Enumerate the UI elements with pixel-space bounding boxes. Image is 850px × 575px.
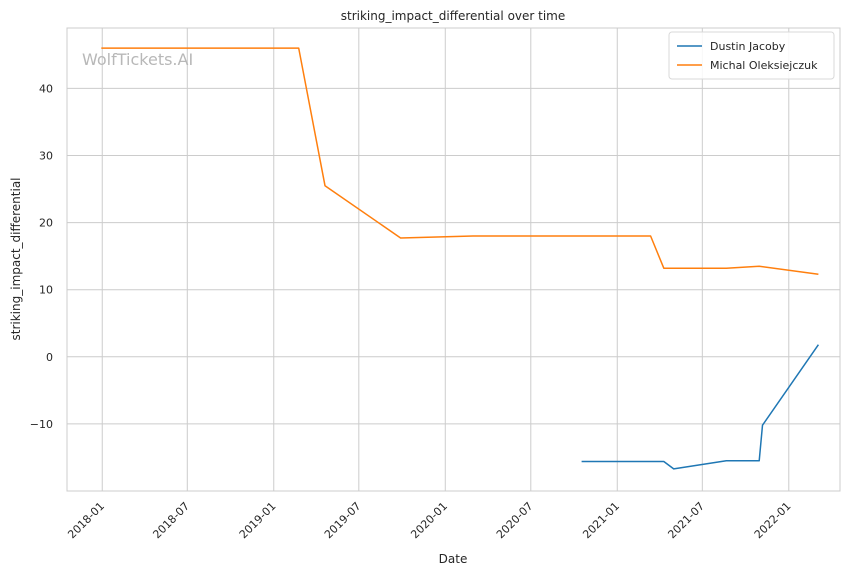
legend: Dustin Jacoby Michal Oleksiejczuk	[668, 31, 835, 80]
watermark-text: WolfTickets.AI	[82, 50, 193, 69]
y-tick-label: 10	[39, 284, 53, 297]
legend-label-dustin-jacoby: Dustin Jacoby	[710, 40, 786, 53]
series-line-michal-oleksiejczuk	[101, 47, 819, 276]
y-tick-label: 40	[39, 82, 53, 95]
y-axis-title: striking_impact_differential	[9, 177, 23, 340]
y-tick-label: 30	[39, 149, 53, 162]
y-axis-ticks: −10 0 10 20 30 40	[30, 82, 53, 431]
y-tick-label: −10	[30, 418, 53, 431]
legend-label-michal-oleksiejczuk: Michal Oleksiejczuk	[710, 59, 818, 72]
y-tick-label: 20	[39, 217, 53, 230]
series-lines	[101, 47, 820, 470]
y-tick-label: 0	[46, 351, 53, 364]
legend-box	[668, 31, 835, 80]
plot-area	[66, 27, 841, 492]
x-axis-title: Date	[439, 552, 468, 566]
grid-lines	[67, 28, 840, 491]
chart-title: striking_impact_differential over time	[341, 9, 566, 23]
series-line-dustin-jacoby	[581, 344, 820, 470]
